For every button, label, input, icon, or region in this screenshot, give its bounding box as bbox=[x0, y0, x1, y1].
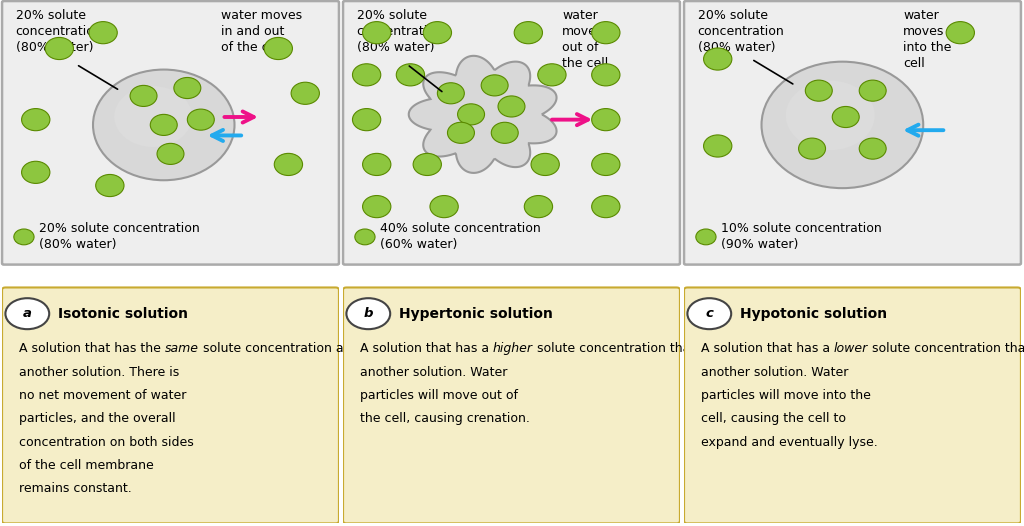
Circle shape bbox=[592, 22, 620, 44]
Circle shape bbox=[352, 108, 381, 130]
Circle shape bbox=[274, 154, 302, 176]
Circle shape bbox=[592, 154, 620, 176]
Text: water
moves
into the
cell: water moves into the cell bbox=[903, 9, 951, 70]
Text: a: a bbox=[23, 307, 32, 320]
Text: of the cell membrane: of the cell membrane bbox=[18, 459, 154, 472]
Text: particles will move out of: particles will move out of bbox=[359, 389, 518, 402]
Circle shape bbox=[696, 229, 716, 245]
Text: 20% solute
concentration
(80% water): 20% solute concentration (80% water) bbox=[15, 9, 102, 54]
Circle shape bbox=[5, 298, 49, 329]
Circle shape bbox=[95, 175, 124, 197]
Circle shape bbox=[14, 229, 34, 245]
Circle shape bbox=[362, 22, 391, 44]
Circle shape bbox=[89, 22, 118, 44]
Circle shape bbox=[396, 64, 425, 86]
Circle shape bbox=[187, 109, 214, 130]
Circle shape bbox=[93, 69, 234, 180]
Circle shape bbox=[264, 37, 293, 59]
Text: Hypotonic solution: Hypotonic solution bbox=[739, 307, 887, 321]
Circle shape bbox=[799, 138, 825, 159]
Text: b: b bbox=[364, 307, 373, 320]
Text: lower: lower bbox=[834, 342, 868, 355]
Circle shape bbox=[785, 80, 874, 150]
Text: particles will move into the: particles will move into the bbox=[700, 389, 870, 402]
Circle shape bbox=[859, 80, 886, 101]
Text: particles, and the overall: particles, and the overall bbox=[18, 412, 175, 426]
Text: another solution. Water: another solution. Water bbox=[700, 366, 848, 379]
Text: remains constant.: remains constant. bbox=[18, 482, 132, 495]
Circle shape bbox=[703, 48, 732, 70]
Circle shape bbox=[352, 64, 381, 86]
Circle shape bbox=[346, 298, 390, 329]
Text: 20% solute
concentration
(80% water): 20% solute concentration (80% water) bbox=[356, 9, 443, 54]
Circle shape bbox=[423, 22, 452, 44]
Circle shape bbox=[538, 64, 566, 86]
Circle shape bbox=[762, 62, 924, 188]
Text: 10% solute concentration
(90% water): 10% solute concentration (90% water) bbox=[721, 222, 882, 251]
Text: no net movement of water: no net movement of water bbox=[18, 389, 186, 402]
Text: A solution that has the: A solution that has the bbox=[18, 342, 165, 355]
Text: same: same bbox=[165, 342, 199, 355]
Circle shape bbox=[458, 104, 484, 125]
Text: Hypertonic solution: Hypertonic solution bbox=[398, 307, 553, 321]
Circle shape bbox=[413, 154, 441, 176]
Circle shape bbox=[45, 37, 74, 59]
Polygon shape bbox=[409, 56, 556, 173]
Text: 40% solute concentration
(60% water): 40% solute concentration (60% water) bbox=[380, 222, 541, 251]
Text: solute concentration than: solute concentration than bbox=[534, 342, 698, 355]
Circle shape bbox=[805, 80, 833, 101]
Circle shape bbox=[859, 138, 886, 159]
FancyBboxPatch shape bbox=[2, 288, 339, 523]
Circle shape bbox=[291, 82, 319, 104]
Text: water moves
in and out
of the cell: water moves in and out of the cell bbox=[221, 9, 302, 54]
Text: concentration on both sides: concentration on both sides bbox=[18, 436, 194, 449]
Circle shape bbox=[22, 108, 50, 130]
Circle shape bbox=[498, 96, 525, 117]
Text: water
moves
out of
the cell: water moves out of the cell bbox=[562, 9, 608, 70]
Circle shape bbox=[362, 154, 391, 176]
Circle shape bbox=[362, 196, 391, 218]
Circle shape bbox=[157, 144, 184, 165]
Circle shape bbox=[437, 83, 464, 104]
Circle shape bbox=[481, 75, 508, 96]
Text: cell, causing the cell to: cell, causing the cell to bbox=[700, 412, 846, 426]
Circle shape bbox=[514, 22, 543, 44]
FancyBboxPatch shape bbox=[2, 1, 339, 265]
Circle shape bbox=[531, 154, 559, 176]
Circle shape bbox=[22, 161, 50, 184]
Text: A solution that has a: A solution that has a bbox=[359, 342, 493, 355]
Circle shape bbox=[592, 196, 620, 218]
Text: the cell, causing crenation.: the cell, causing crenation. bbox=[359, 412, 529, 426]
Circle shape bbox=[447, 122, 474, 144]
Circle shape bbox=[355, 229, 375, 245]
Text: A solution that has a: A solution that has a bbox=[700, 342, 834, 355]
Circle shape bbox=[115, 86, 193, 147]
Circle shape bbox=[174, 77, 201, 98]
Text: Isotonic solution: Isotonic solution bbox=[57, 307, 187, 321]
Circle shape bbox=[430, 196, 459, 218]
Text: higher: higher bbox=[493, 342, 534, 355]
Text: another solution. There is: another solution. There is bbox=[18, 366, 179, 379]
Circle shape bbox=[592, 64, 620, 86]
Circle shape bbox=[703, 135, 732, 157]
Text: 20% solute concentration
(80% water): 20% solute concentration (80% water) bbox=[39, 222, 200, 251]
Circle shape bbox=[687, 298, 731, 329]
Circle shape bbox=[151, 114, 177, 136]
Circle shape bbox=[833, 106, 859, 127]
Text: another solution. Water: another solution. Water bbox=[359, 366, 507, 379]
FancyBboxPatch shape bbox=[343, 288, 680, 523]
Text: c: c bbox=[706, 307, 714, 320]
FancyBboxPatch shape bbox=[684, 1, 1021, 265]
Circle shape bbox=[492, 122, 518, 144]
Text: expand and eventually lyse.: expand and eventually lyse. bbox=[700, 436, 878, 449]
FancyBboxPatch shape bbox=[343, 1, 680, 265]
Text: solute concentration than: solute concentration than bbox=[868, 342, 1024, 355]
Text: solute concentration as: solute concentration as bbox=[199, 342, 350, 355]
Circle shape bbox=[592, 108, 620, 130]
Text: 20% solute
concentration
(80% water): 20% solute concentration (80% water) bbox=[697, 9, 784, 54]
FancyBboxPatch shape bbox=[684, 288, 1021, 523]
Circle shape bbox=[946, 22, 975, 44]
Circle shape bbox=[130, 85, 157, 106]
Circle shape bbox=[524, 196, 553, 218]
